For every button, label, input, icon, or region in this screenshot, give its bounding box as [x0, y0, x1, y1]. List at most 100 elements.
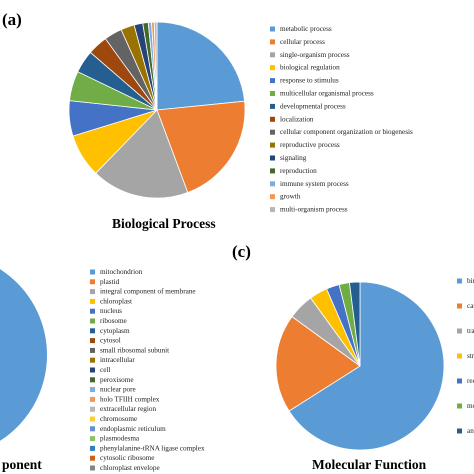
pie-slice-metabolic-process [156, 21, 245, 111]
legend-label-bind: bind [467, 277, 474, 285]
legend-label-localization: localization [280, 115, 314, 123]
legend-label-plastid: plastid [100, 278, 120, 286]
legend-label-extracellular-region: extracellular region [100, 405, 156, 413]
legend-swatch-phenylalanine-trna-ligase-complex [90, 445, 95, 451]
pie-cellular-component [0, 269, 47, 441]
legend-swatch-developmental-process [270, 103, 275, 109]
legend-label-cata: cata [467, 302, 474, 310]
legend-label-biological-regulation: biological regulation [280, 64, 340, 72]
legend-swatch-localization [270, 116, 275, 122]
legend-swatch-rece [457, 378, 462, 384]
legend-label-response-to-stimulus: response to stimulus [280, 77, 339, 85]
legend-swatch-endoplasmic-reticulum [90, 426, 95, 432]
legend-swatch-bind [457, 278, 462, 284]
legend-swatch-holo-tfiih-complex [90, 396, 95, 402]
legend-molecular-function: bind cata tran stru rece mol anti [457, 277, 474, 435]
legend-label-rece: rece [467, 377, 474, 385]
legend-swatch-chromosome [90, 416, 95, 422]
pie-slice-anti [349, 281, 361, 367]
legend-swatch-chloroplast [90, 298, 95, 304]
legend-swatch-biological-regulation [270, 65, 275, 71]
legend-label-immune-system-process: immune system process [280, 180, 349, 188]
legend-label-integral-component-of-membrane: integral component of membrane [100, 288, 196, 296]
panel-label-a: (a) [2, 10, 22, 29]
legend-swatch-cellular-component-organization-or-biogenesis [270, 129, 275, 135]
pie-slice-cata [275, 316, 361, 412]
chart-title-biological-process: Biological Process [112, 216, 216, 231]
legend-swatch-plastid [90, 279, 95, 285]
pie-slice-single-organism-process [95, 109, 189, 199]
panel-label-c: (c) [232, 242, 251, 261]
legend-swatch-reproduction [270, 168, 275, 174]
legend-label-ribosome: ribosome [100, 317, 127, 325]
legend-swatch-single-organism-process [270, 52, 275, 58]
legend-swatch-plasmodesma [90, 436, 95, 442]
legend-label-nuclear-pore: nuclear pore [100, 386, 136, 394]
chart-title-molecular-function: Molecular Function [312, 457, 427, 472]
legend-label-multi-organism-process: multi-organism process [280, 206, 348, 214]
legend-label-growth: growth [280, 193, 301, 201]
legend-swatch-tran [457, 328, 462, 334]
legend-label-reproductive-process: reproductive process [280, 141, 340, 149]
legend-swatch-chloroplast-envelope [90, 465, 95, 471]
legend-swatch-growth [270, 194, 275, 200]
pie-slice-bind [288, 281, 445, 451]
legend-swatch-nucleus [90, 308, 95, 314]
legend-swatch-integral-component-of-membrane [90, 289, 95, 295]
legend-label-stru: stru [467, 352, 474, 360]
pie-molecular-function [275, 281, 445, 451]
pie-slice-mitochondrion [0, 269, 47, 441]
legend-label-intracellular: intracellular [100, 356, 135, 364]
legend-label-chloroplast: chloroplast [100, 297, 132, 305]
legend-swatch-nuclear-pore [90, 387, 95, 393]
pie-biological-process [68, 21, 246, 199]
legend-swatch-cellular-process [270, 39, 275, 45]
legend-swatch-reproductive-process [270, 142, 275, 148]
legend-swatch-signaling [270, 155, 275, 161]
legend-label-peroxisome: peroxisome [100, 376, 134, 384]
legend-swatch-cytosolic-ribosome [90, 455, 95, 461]
legend-swatch-cell [90, 367, 95, 373]
legend-label-chromosome: chromosome [100, 415, 137, 423]
pie-slice-multi-organism-process [153, 21, 158, 111]
legend-label-phenylalanine-trna-ligase-complex: phenylalanine-tRNA ligase complex [100, 444, 205, 452]
legend-biological-process: metabolic process cellular process single-… [270, 25, 413, 214]
legend-label-reproduction: reproduction [280, 167, 317, 175]
chart-title-cellular-component: ponent [2, 457, 42, 472]
legend-swatch-cytoplasm [90, 328, 95, 334]
legend-swatch-extracellular-region [90, 406, 95, 412]
legend-swatch-intracellular [90, 357, 95, 363]
legend-label-metabolic-process: metabolic process [280, 25, 332, 33]
legend-swatch-multi-organism-process [270, 207, 275, 213]
legend-swatch-small-ribosomal-subunit [90, 347, 95, 353]
legend-label-tran: tran [467, 327, 474, 335]
legend-swatch-immune-system-process [270, 181, 275, 187]
legend-label-cell: cell [100, 366, 110, 374]
legend-swatch-metabolic-process [270, 26, 275, 32]
legend-label-mol: mol [467, 402, 474, 410]
legend-label-plasmodesma: plasmodesma [100, 435, 140, 443]
legend-label-cytoplasm: cytoplasm [100, 327, 130, 335]
legend-label-cytosolic-ribosome: cytosolic ribosome [100, 454, 155, 462]
legend-swatch-ribosome [90, 318, 95, 324]
legend-label-cellular-component-organization-or-biogenesis: cellular component organization or bioge… [280, 128, 413, 136]
legend-swatch-cata [457, 303, 462, 309]
legend-label-mitochondrion: mitochondrion [100, 268, 143, 276]
legend-label-developmental-process: developmental process [280, 102, 346, 110]
legend-cellular-component: mitochondrion plastid integral component o… [90, 268, 205, 472]
legend-swatch-mol [457, 403, 462, 409]
legend-swatch-anti [457, 428, 462, 434]
legend-label-single-organism-process: single-organism process [280, 51, 350, 59]
legend-swatch-cytosol [90, 338, 95, 344]
legend-label-holo-tfiih-complex: holo TFIIH complex [100, 395, 160, 403]
legend-label-cytosol: cytosol [100, 337, 121, 345]
legend-label-cellular-process: cellular process [280, 38, 325, 46]
legend-label-nucleus: nucleus [100, 307, 122, 315]
legend-swatch-mitochondrion [90, 269, 95, 275]
legend-swatch-stru [457, 353, 462, 359]
legend-swatch-peroxisome [90, 377, 95, 383]
legend-label-multicellular-organismal-process: multicellular organismal process [280, 90, 374, 98]
legend-label-anti: anti [467, 427, 474, 435]
legend-label-endoplasmic-reticulum: endoplasmic reticulum [100, 425, 166, 433]
